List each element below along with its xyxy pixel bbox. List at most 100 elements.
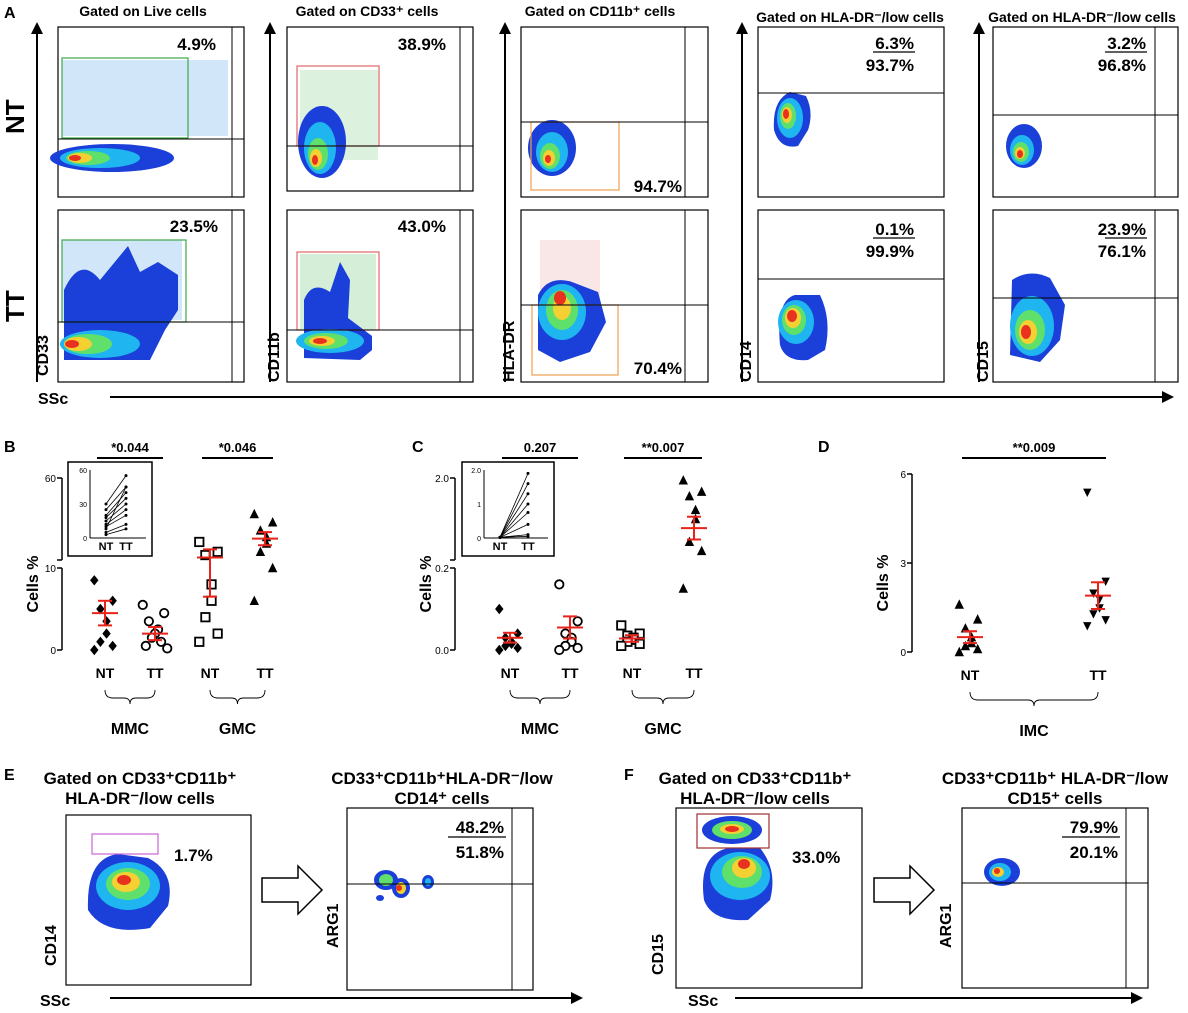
col-1-y-label: CD33	[35, 335, 52, 376]
pct-a3-tt: 70.4%	[634, 359, 682, 378]
data-point	[501, 640, 510, 652]
pct-a1-nt: 4.9%	[177, 35, 216, 54]
data-point	[90, 644, 99, 656]
data-point	[678, 475, 688, 485]
arrowhead-icon	[264, 22, 276, 34]
y-tick-label: 60	[45, 474, 57, 485]
inset-pair-line	[499, 512, 529, 538]
inset-point	[526, 511, 530, 514]
data-point	[194, 636, 205, 647]
y-tick-label: 0	[900, 648, 906, 659]
plot-a-col3-tt	[520, 209, 709, 383]
inset-point	[526, 492, 530, 496]
comparison-label: 0.207	[524, 440, 557, 455]
panel-e-left-title-1: Gated on CD33⁺CD11b⁺	[44, 769, 237, 788]
data-point	[495, 603, 504, 615]
panel-f-right-pct-bottom: 20.1%	[1070, 843, 1118, 862]
inset-tick-label: 60	[79, 468, 87, 475]
y-axis-label: Cells %	[418, 556, 435, 613]
y-axis-label: Cells %	[25, 556, 42, 613]
panel-letter-a: A	[4, 5, 16, 22]
inset-pair-line	[499, 493, 529, 538]
data-point	[140, 640, 151, 652]
data-point	[212, 546, 223, 557]
comparison-label: *0.046	[219, 440, 257, 455]
x-category-label: NT	[201, 665, 220, 681]
arrow-right-icon	[261, 864, 324, 916]
panel-f-right-title-1: CD33⁺CD11b⁺ HLA-DR⁻/low	[942, 769, 1169, 788]
inset-pair-line	[105, 528, 127, 535]
inset-pair-line	[105, 514, 127, 528]
data-point	[108, 640, 117, 652]
data-point	[249, 595, 259, 605]
data-point	[1101, 577, 1110, 586]
chart-b: 0 10 60 Cells % NT TT MMC *0.044 NT TT GMC *0.046 0 3…	[25, 440, 278, 738]
data-point	[1083, 488, 1092, 497]
inset-point	[104, 533, 108, 537]
x-category-label: NT	[961, 667, 980, 683]
col-3-gate-title: Gated on CD11b⁺ cells	[525, 3, 676, 19]
group-brace	[969, 691, 1099, 707]
data-point	[554, 579, 565, 590]
inset-point	[104, 519, 108, 523]
inset-pair-line	[499, 503, 529, 538]
col-4-y-label: CD14	[738, 341, 755, 382]
inset-point	[498, 535, 502, 539]
inset-point	[104, 527, 108, 531]
data-point	[194, 536, 205, 548]
panel-letter-f: F	[624, 767, 634, 784]
comparison-label: *0.044	[111, 440, 149, 455]
panel-f-right-pct-top: 79.9%	[1070, 818, 1118, 837]
inset-tick-label: 2.0	[471, 468, 481, 475]
inset-tick-label: 1	[477, 502, 481, 509]
data-point	[696, 486, 707, 496]
data-point	[954, 599, 964, 609]
inset-point	[104, 508, 108, 512]
data-point	[212, 628, 223, 639]
plot-a-col5-nt	[992, 26, 1179, 198]
col-1-gate-title: Gated on Live cells	[79, 3, 207, 19]
group-label: IMC	[1019, 723, 1049, 740]
plot-a-col5-tt	[992, 209, 1179, 383]
inset-pair-line	[105, 486, 127, 530]
panel-f-x-label: SSc	[688, 993, 718, 1010]
data-point	[206, 579, 217, 590]
data-point	[696, 545, 707, 556]
data-point	[206, 595, 217, 606]
panel-letter-d: D	[818, 439, 830, 456]
inset-point	[526, 522, 530, 526]
panel-letter-e: E	[4, 767, 15, 784]
comparison-label: **0.007	[642, 440, 685, 455]
inset-tick-label: 30	[79, 502, 87, 509]
panel-e-left-y: CD14	[43, 925, 60, 966]
data-point	[1101, 616, 1110, 625]
pct-a3-nt: 94.7%	[634, 177, 682, 196]
pct-a5-tt-bottom: 76.1%	[1098, 242, 1146, 261]
arrowhead-icon	[499, 22, 511, 34]
panel-e-right-title-2: CD14⁺ cells	[395, 789, 490, 808]
data-point	[572, 616, 583, 627]
data-point	[159, 607, 170, 619]
panel-e-right-pct-top: 48.2%	[456, 818, 504, 837]
inset-point	[124, 502, 128, 506]
col-5-gate-title: Gated on HLA-DR⁻/low cells	[988, 9, 1176, 25]
inset-pair-line	[105, 503, 127, 522]
panel-f-left-title-2: HLA-DR⁻/low cells	[680, 789, 830, 808]
y-tick-label: 10	[45, 564, 57, 575]
data-point	[513, 628, 522, 639]
arrowhead-icon	[973, 22, 985, 34]
data-point	[90, 575, 99, 586]
group-label: GMC	[644, 721, 682, 738]
inset-point	[124, 508, 128, 512]
panel-e-right-y: ARG1	[325, 903, 342, 948]
data-point	[972, 614, 983, 624]
data-point	[267, 562, 278, 573]
panel-f-right-title-2: CD15⁺ cells	[1008, 789, 1103, 808]
plot-a-col1-tt	[57, 209, 245, 383]
inset-point	[124, 522, 128, 526]
inset-point	[526, 471, 530, 475]
pct-a1-tt: 23.5%	[170, 217, 218, 236]
data-point	[554, 644, 565, 656]
comparison-label: **0.009	[1013, 440, 1056, 455]
data-point	[678, 583, 688, 593]
